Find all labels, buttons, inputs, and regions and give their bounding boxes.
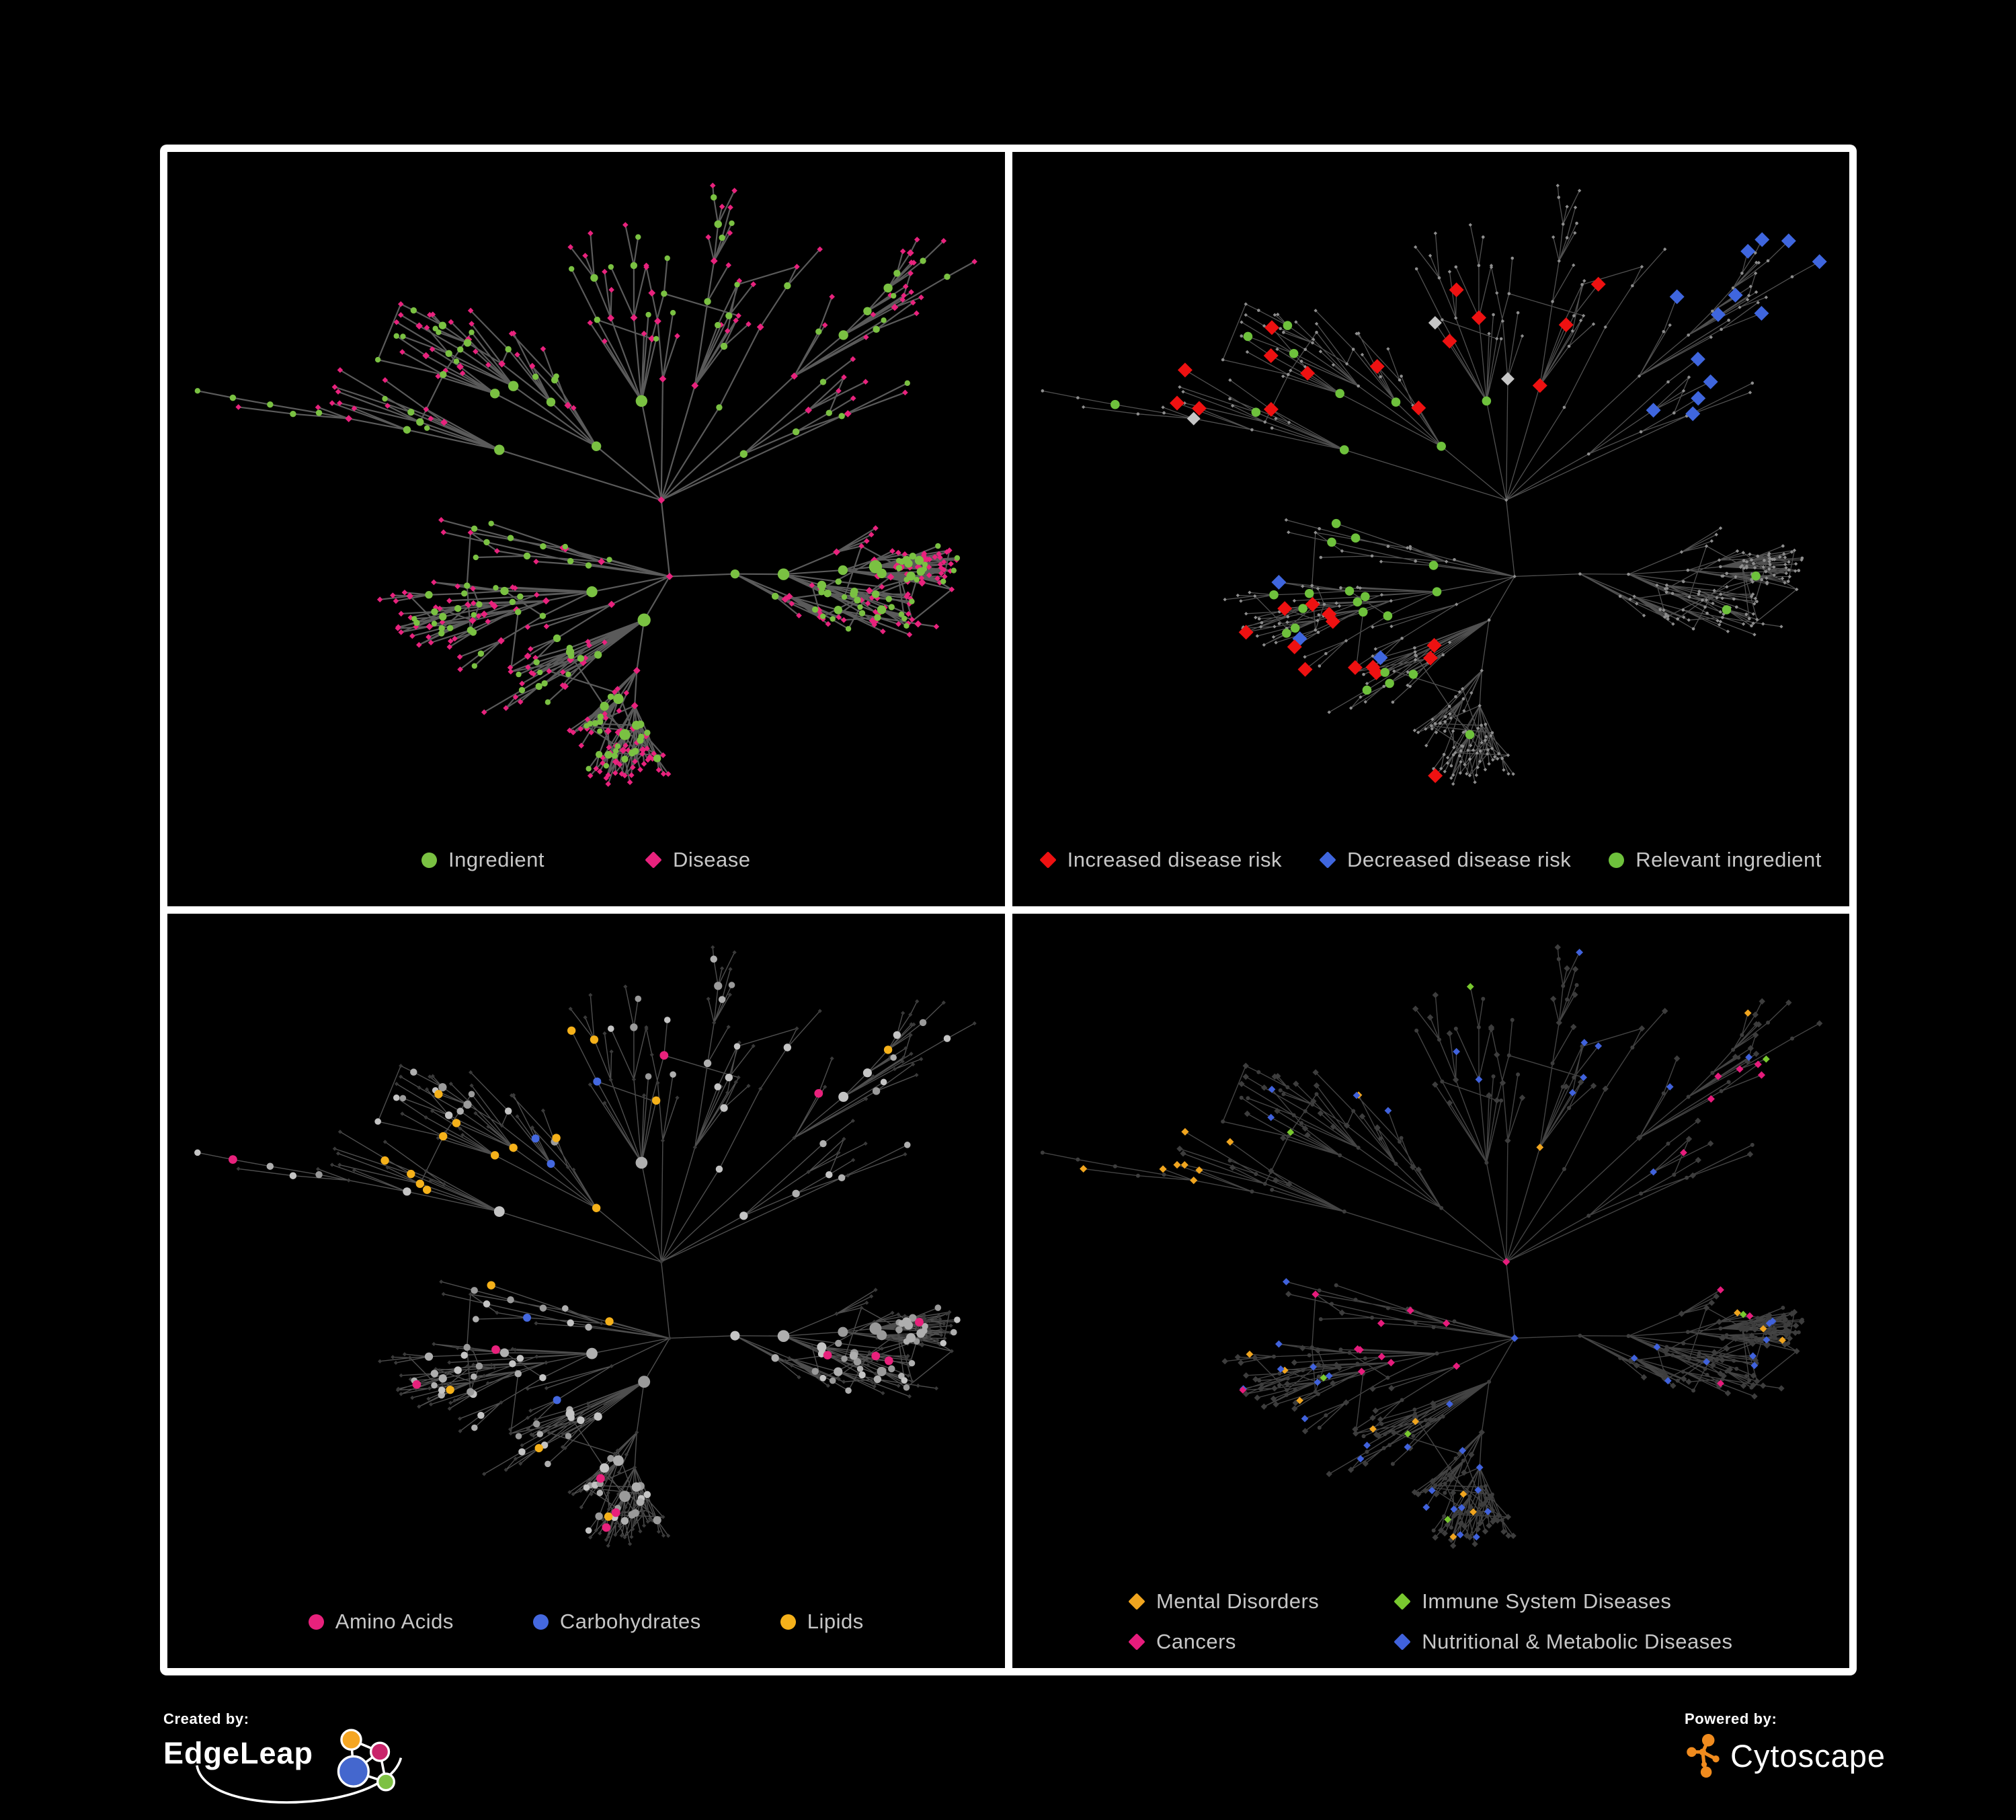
disease-category-network-canvas bbox=[1012, 914, 1850, 1575]
diamond-icon bbox=[1128, 1633, 1145, 1651]
diamond-icon bbox=[1394, 1593, 1412, 1610]
legend-item-disease: Disease bbox=[645, 848, 751, 872]
legend-label: Mental Disorders bbox=[1156, 1589, 1320, 1613]
diamond-icon bbox=[1394, 1633, 1412, 1651]
edgeleap-node-magenta bbox=[369, 1741, 391, 1762]
legend-label: Lipids bbox=[807, 1610, 864, 1633]
legend-label: Relevant ingredient bbox=[1636, 848, 1822, 871]
circle-icon bbox=[532, 1614, 549, 1630]
legend-label: Decreased disease risk bbox=[1347, 848, 1572, 871]
edgeleap-credit: Created by: EdgeLeap bbox=[163, 1710, 426, 1805]
panel-grid: Ingredient Disease Increased disease risk… bbox=[160, 145, 1857, 1675]
circle-icon bbox=[1609, 852, 1625, 868]
legend-label: Ingredient bbox=[448, 848, 545, 871]
cytoscape-logo-icon bbox=[1687, 1734, 1720, 1778]
legend-item-nutritional-metabolic-diseases: Nutritional & Metabolic Diseases bbox=[1394, 1630, 1732, 1654]
ingredient-disease-network-canvas bbox=[167, 152, 1005, 814]
legend-label: Immune System Diseases bbox=[1422, 1589, 1672, 1613]
legend-item-mental-disorders: Mental Disorders bbox=[1128, 1589, 1320, 1614]
legend-item-immune-system-diseases: Immune System Diseases bbox=[1394, 1589, 1732, 1614]
legend-label: Cancers bbox=[1156, 1630, 1236, 1653]
edgeleap-logo-icon bbox=[196, 1729, 403, 1804]
disease-risk-legend: Increased disease risk Decreased disease … bbox=[1012, 814, 1850, 906]
legend-item-carbohydrates: Carbohydrates bbox=[532, 1610, 701, 1634]
circle-icon bbox=[308, 1614, 324, 1630]
legend-item-ingredient: Ingredient bbox=[421, 848, 545, 872]
created-by-label: Created by: bbox=[163, 1710, 249, 1727]
edgeleap-node-blue bbox=[337, 1755, 370, 1788]
edgeleap-node-orange bbox=[340, 1729, 362, 1751]
macronutrient-network-canvas bbox=[167, 914, 1005, 1575]
macronutrient-legend: Amino Acids Carbohydrates Lipids bbox=[167, 1575, 1005, 1668]
legend-label: Carbohydrates bbox=[559, 1610, 701, 1633]
legend-label: Increased disease risk bbox=[1067, 848, 1283, 871]
legend-item-amino-acids: Amino Acids bbox=[308, 1610, 454, 1634]
diamond-icon bbox=[1319, 851, 1336, 869]
legend-label: Nutritional & Metabolic Diseases bbox=[1422, 1630, 1733, 1653]
cytoscape-wordmark: Cytoscape bbox=[1730, 1737, 1886, 1774]
edgeleap-wordmark: EdgeLeap bbox=[163, 1736, 314, 1770]
legend-label: Amino Acids bbox=[335, 1610, 454, 1633]
legend-item-increased-disease-risk: Increased disease risk bbox=[1039, 848, 1283, 872]
legend-item-cancers: Cancers bbox=[1128, 1630, 1319, 1654]
circle-icon bbox=[780, 1614, 796, 1630]
panel-macronutrients: Amino Acids Carbohydrates Lipids bbox=[167, 914, 1005, 1668]
diamond-icon bbox=[1128, 1593, 1145, 1610]
cytoscape-credit: Powered by: Cytosc bbox=[1685, 1710, 1886, 1778]
legend-item-decreased-disease-risk: Decreased disease risk bbox=[1319, 848, 1572, 872]
diamond-icon bbox=[645, 851, 662, 869]
panel-disease-categories: Mental Disorders Immune System Diseases Ca… bbox=[1012, 914, 1850, 1668]
powered-by-label: Powered by: bbox=[1685, 1710, 1777, 1727]
legend-label: Disease bbox=[672, 848, 751, 871]
legend-item-relevant-ingredient: Relevant ingredient bbox=[1609, 848, 1822, 872]
disease-risk-network-canvas bbox=[1012, 152, 1850, 814]
panel-ingredient-disease: Ingredient Disease bbox=[167, 152, 1005, 906]
circle-icon bbox=[421, 852, 438, 868]
diamond-icon bbox=[1039, 851, 1057, 869]
disease-category-legend: Mental Disorders Immune System Diseases Ca… bbox=[1012, 1575, 1850, 1668]
panel-disease-risk: Increased disease risk Decreased disease … bbox=[1012, 152, 1850, 906]
legend-item-lipids: Lipids bbox=[780, 1610, 864, 1634]
edgeleap-node-green bbox=[376, 1772, 396, 1792]
cytoscape-nodes bbox=[1687, 1734, 1720, 1778]
ingredient-disease-legend: Ingredient Disease bbox=[167, 814, 1005, 906]
